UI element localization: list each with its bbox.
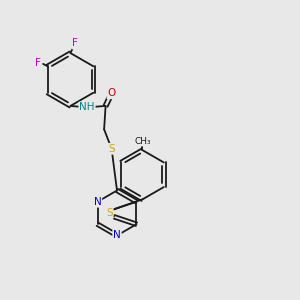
Text: NH: NH xyxy=(79,102,95,112)
Text: O: O xyxy=(107,88,116,98)
Text: N: N xyxy=(113,230,121,241)
Text: F: F xyxy=(72,38,78,49)
Text: N: N xyxy=(94,197,101,207)
Text: S: S xyxy=(106,208,113,218)
Text: S: S xyxy=(108,144,115,154)
Text: F: F xyxy=(35,58,41,68)
Text: CH₃: CH₃ xyxy=(134,137,151,146)
